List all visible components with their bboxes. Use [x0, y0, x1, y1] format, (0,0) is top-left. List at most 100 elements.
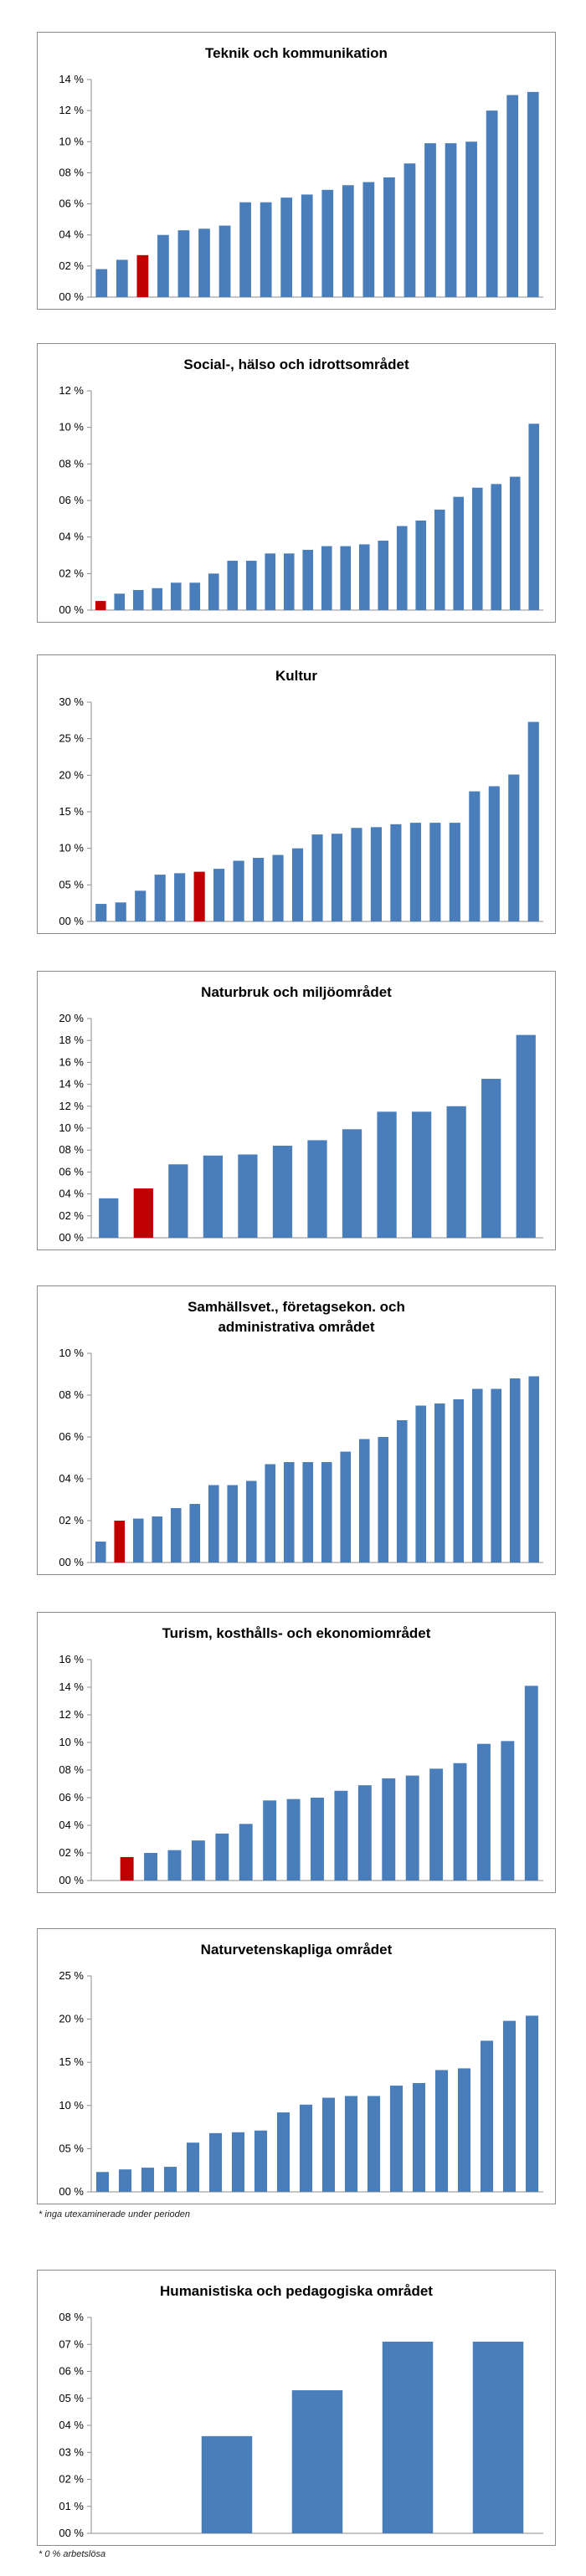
bar-highlight — [120, 1856, 134, 1881]
bar — [471, 487, 483, 610]
y-tick-label: 10 % — [59, 1347, 84, 1359]
chart-svg: Samhällsvet., företagsekon. och administr… — [59, 1299, 543, 1568]
y-tick-label: 00 % — [59, 1556, 84, 1568]
y-tick-label: 30 % — [59, 695, 84, 708]
bar — [358, 1439, 370, 1563]
bar — [506, 95, 519, 297]
y-tick-label: 00 % — [59, 603, 84, 616]
chart-title: Social-, hälso och idrottsområdet — [183, 357, 409, 372]
bar — [114, 593, 126, 610]
bar — [409, 823, 421, 921]
bar — [491, 1388, 502, 1563]
y-tick-label: 14 % — [59, 73, 84, 85]
bar — [429, 1768, 444, 1881]
bar — [291, 848, 304, 921]
bar — [344, 2096, 358, 2192]
bar — [362, 182, 375, 297]
bar — [390, 824, 402, 921]
bar — [135, 890, 146, 921]
bar — [525, 2015, 539, 2192]
bar — [99, 1198, 119, 1238]
y-tick-label: 00 % — [59, 915, 84, 927]
y-tick-label: 02 % — [59, 1514, 84, 1527]
y-tick-label: 10 % — [59, 1736, 84, 1748]
bar — [191, 1840, 205, 1881]
y-tick-label: 00 % — [59, 2185, 84, 2198]
bar — [239, 202, 251, 297]
y-tick-label: 07 % — [59, 2337, 84, 2350]
y-tick-label: 08 % — [59, 1388, 84, 1401]
bar — [476, 1743, 491, 1881]
bar-highlight — [193, 871, 205, 921]
bar — [245, 1480, 257, 1563]
bar — [227, 561, 239, 610]
y-tick-label: 20 % — [59, 2013, 84, 2025]
chart-naturvetenskapliga: Naturvetenskapliga området 00 % 05 % 10 % 15… — [37, 1928, 556, 2204]
bar — [367, 2096, 381, 2192]
bar — [480, 2040, 494, 2192]
bar — [334, 1790, 348, 1881]
y-tick-label: 05 % — [59, 2392, 84, 2404]
bar — [471, 1388, 483, 1563]
bar — [465, 141, 477, 297]
y-tick-label: 02 % — [59, 1209, 84, 1222]
bar — [446, 1106, 466, 1238]
chart-naturbruk: Naturbruk och miljöområdet 00 % 02 % 04 % 06… — [37, 971, 556, 1250]
bar — [424, 143, 436, 297]
bar — [302, 549, 314, 610]
bar — [411, 1111, 432, 1238]
bar — [254, 2130, 268, 2192]
bar — [358, 544, 370, 610]
bar — [340, 1451, 352, 1563]
bar — [340, 546, 352, 610]
y-tick-label: 14 % — [59, 1681, 84, 1693]
bar — [95, 1542, 106, 1563]
bar — [252, 858, 265, 921]
chart-title: Humanistiska och pedagogiska området — [160, 2283, 433, 2299]
chart-svg: Kultur 00 % 05 % 10 % 15 % 20 % 25 % 30 % — [59, 668, 543, 927]
bar — [203, 1155, 224, 1238]
bar — [469, 791, 481, 921]
y-tick-label: 04 % — [59, 228, 84, 241]
y-tick-label: 08 % — [59, 457, 84, 470]
chart-title: Naturvetenskapliga området — [201, 1942, 393, 1958]
chart-kultur: Kultur 00 % 05 % 10 % 15 % 20 % 25 % 30 % — [37, 654, 556, 934]
y-tick-label: 04 % — [59, 1188, 84, 1200]
bar — [516, 1034, 536, 1238]
y-tick-label: 04 % — [59, 1819, 84, 1831]
bar — [218, 225, 231, 297]
bar — [524, 1686, 538, 1881]
bar — [132, 589, 144, 610]
bar — [378, 541, 389, 610]
bar — [170, 582, 182, 610]
bar — [286, 1799, 301, 1881]
bar — [189, 582, 201, 610]
bar — [213, 869, 225, 921]
bar — [238, 1154, 258, 1238]
bar — [528, 1376, 540, 1563]
chart-title: Naturbruk och miljöområdet — [201, 984, 392, 1000]
bar — [291, 2390, 343, 2533]
footnote-naturvetenskapliga: * inga utexaminerade under perioden — [39, 2209, 191, 2219]
bar — [198, 228, 210, 297]
bar — [382, 1778, 396, 1881]
bar — [201, 2435, 253, 2533]
y-tick-label: 10 % — [59, 135, 84, 147]
bar — [342, 185, 354, 297]
bar — [453, 1399, 465, 1563]
footnote-humanistiska: * 0 % arbetslösa — [39, 2549, 106, 2559]
y-tick-label: 06 % — [59, 1430, 84, 1443]
bar — [227, 1485, 239, 1563]
chart-turism: Turism, kosthålls- och ekonomiområdet 00 … — [37, 1612, 556, 1893]
bar — [311, 1798, 324, 1881]
bar — [311, 834, 323, 921]
y-tick-label: 20 % — [59, 768, 84, 781]
chart-svg: Teknik och kommunikation 00 % 02 % 04 % 06 %… — [59, 45, 543, 303]
bar-highlight — [136, 254, 149, 297]
y-tick-label: 06 % — [59, 494, 84, 506]
bar — [488, 786, 500, 921]
bar — [265, 553, 276, 610]
y-tick-label: 00 % — [59, 1231, 84, 1244]
y-tick-label: 18 % — [59, 1034, 84, 1046]
y-tick-label: 08 % — [59, 2311, 84, 2323]
